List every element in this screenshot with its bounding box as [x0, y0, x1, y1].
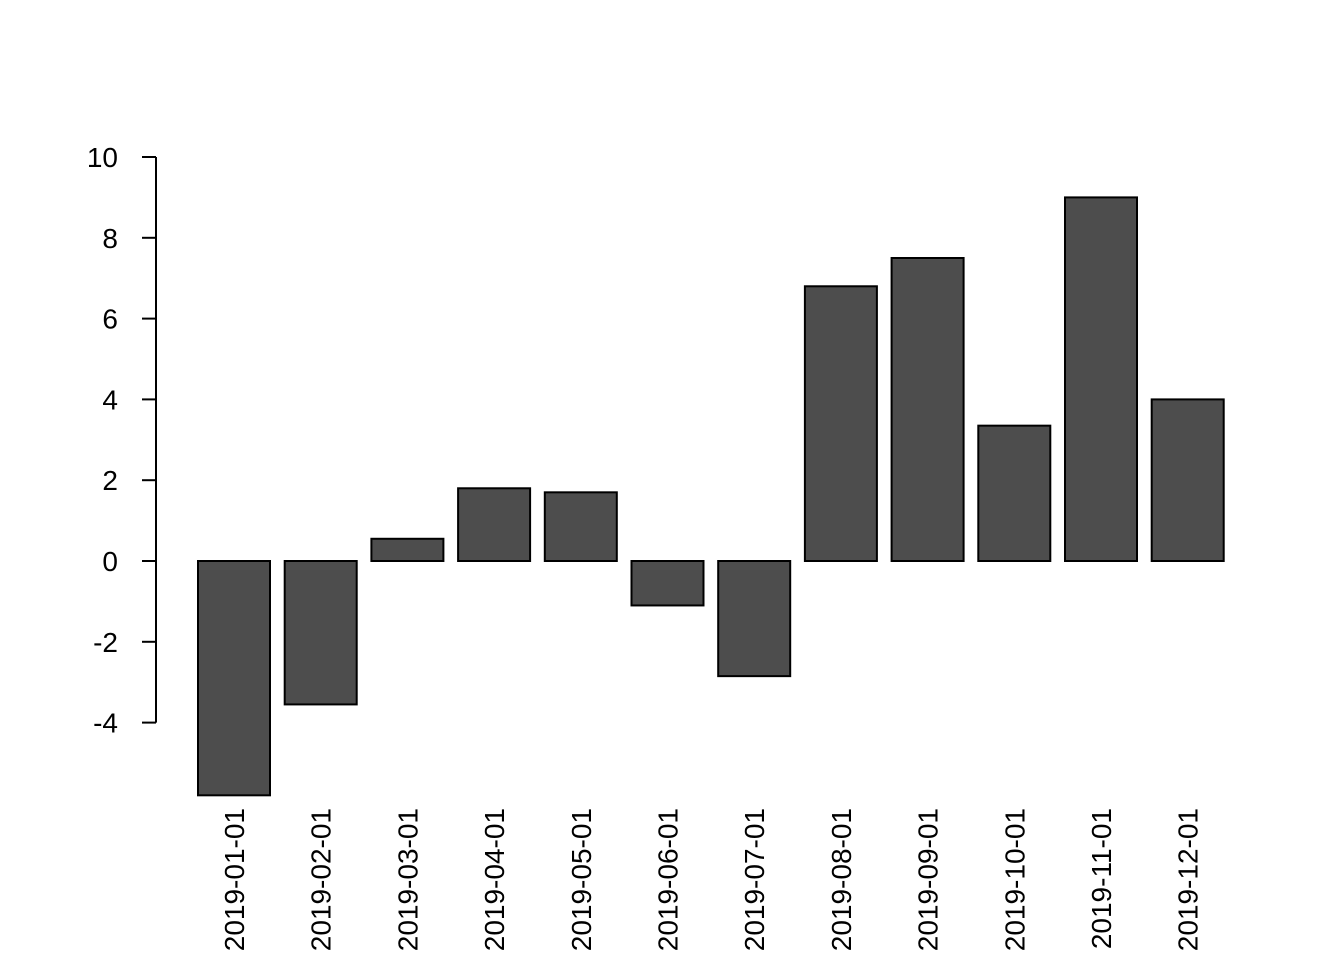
- bars: [197, 196, 1225, 797]
- bar-2019-04-01: [457, 487, 532, 562]
- x-tick-label: 2019-06-01: [653, 808, 684, 951]
- bar-2019-09-01: [890, 257, 965, 562]
- y-tick-label: 4: [102, 384, 118, 415]
- x-tick-label: 2019-04-01: [479, 808, 510, 951]
- x-tick-label: 2019-01-01: [219, 808, 250, 951]
- y-tick-label: 2: [102, 465, 118, 496]
- y-tick-label: -2: [93, 627, 118, 658]
- bar-2019-03-01: [370, 537, 445, 563]
- bar-2019-05-01: [543, 491, 618, 563]
- bar-2019-12-01: [1150, 398, 1225, 562]
- bar-2019-11-01: [1064, 196, 1138, 562]
- bar-2019-02-01: [283, 560, 358, 706]
- bar-2019-07-01: [717, 560, 792, 678]
- y-tick-label: 6: [102, 304, 118, 335]
- bar-2019-08-01: [803, 285, 878, 562]
- y-tick-label: -4: [93, 708, 118, 739]
- x-tick-label: 2019-11-01: [1086, 808, 1117, 949]
- x-tick-label: 2019-07-01: [739, 808, 770, 951]
- y-tick-label: 0: [102, 546, 118, 577]
- x-tick-label: 2019-12-01: [1173, 808, 1204, 951]
- bar-2019-01-01: [197, 560, 271, 797]
- x-tick-label: 2019-08-01: [826, 808, 857, 951]
- x-axis-labels: 2019-01-01 2019-02-01 2019-03-01 2019-04-01…: [219, 808, 1204, 951]
- y-axis: -4 -2 0 2 4 6 8 10: [87, 142, 157, 739]
- y-tick-label: 8: [102, 223, 118, 254]
- bar-2019-06-01: [630, 560, 705, 607]
- x-tick-label: 2019-05-01: [566, 808, 597, 951]
- bar-2019-10-01: [977, 424, 1052, 562]
- x-tick-label: 2019-09-01: [913, 808, 944, 951]
- x-tick-label: 2019-03-01: [392, 808, 423, 951]
- y-tick-label: 10: [87, 142, 118, 173]
- x-tick-label: 2019-02-01: [306, 808, 337, 951]
- x-tick-label: 2019-10-01: [999, 808, 1030, 951]
